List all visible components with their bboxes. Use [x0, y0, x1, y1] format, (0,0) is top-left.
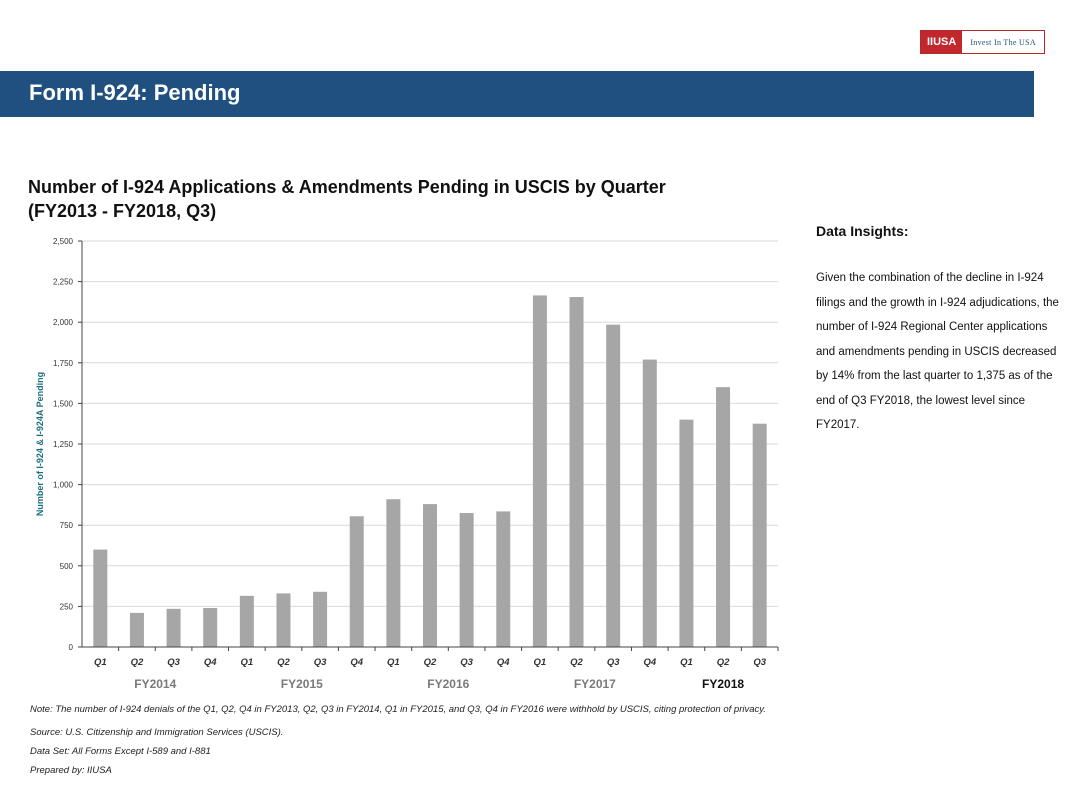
y-tick-label: 1,000: [53, 481, 74, 490]
x-tick-label: Q1: [387, 657, 400, 668]
x-tick-label: Q4: [643, 657, 656, 668]
page-title: Form I-924: Pending: [29, 80, 241, 105]
y-tick-label: 1,750: [53, 359, 74, 368]
bar: [386, 499, 401, 647]
logo-mark: IIUSA: [921, 31, 963, 53]
insights-title: Data Insights:: [816, 223, 909, 239]
bar: [276, 593, 291, 647]
x-tick-label: Q3: [607, 657, 620, 668]
bar: [203, 608, 218, 647]
fiscal-year-label: FY2014: [134, 677, 176, 691]
footnote-prepared: Prepared by: IIUSA: [30, 765, 112, 776]
x-tick-label: Q2: [277, 657, 290, 668]
bar: [313, 591, 328, 647]
y-tick-label: 1,500: [53, 399, 74, 408]
x-tick-label: Q2: [131, 657, 144, 668]
bar: [642, 359, 657, 647]
bar: [93, 549, 108, 647]
x-tick-label: Q3: [167, 657, 180, 668]
fiscal-year-label: FY2015: [281, 677, 323, 691]
bar: [459, 513, 474, 647]
title-banner: Form I-924: Pending: [0, 71, 1034, 117]
x-tick-label: Q4: [350, 657, 363, 668]
fiscal-year-label: FY2017: [574, 677, 616, 691]
bar: [423, 504, 437, 647]
pending-bar-chart: 0 250 500 750 1,000 1,250 1,500 1,750 2,000 2,250…: [35, 237, 779, 691]
bar: [679, 419, 694, 647]
x-tick-label: Q2: [717, 657, 730, 668]
bar: [532, 295, 547, 647]
iiusa-logo: IIUSA Invest In The USA: [920, 30, 1045, 54]
bar: [569, 297, 584, 647]
y-axis-title: Number of I-924 & I-924A Pending: [35, 372, 45, 516]
y-tick-label: 1,250: [53, 440, 74, 449]
y-tick-label: 2,000: [53, 318, 74, 327]
x-tick-label: Q2: [570, 657, 583, 668]
chart-title-line-2: (FY2013 - FY2018, Q3): [28, 201, 217, 221]
footnote-source: Source: U.S. Citizenship and Immigration…: [30, 727, 284, 738]
axes: [78, 240, 779, 651]
bar: [496, 511, 511, 647]
bar: [129, 612, 144, 647]
tick-labels: 0 250 500 750 1,000 1,250 1,500 1,750 2,000 2,250…: [35, 237, 767, 691]
x-tick-label: Q3: [753, 657, 766, 668]
bar: [166, 608, 181, 647]
x-tick-label: Q1: [94, 657, 107, 668]
x-tick-label: Q3: [460, 657, 473, 668]
gridlines: [82, 240, 778, 607]
x-tick-label: Q1: [680, 657, 693, 668]
y-tick-label: 0: [69, 643, 74, 652]
y-tick-label: 750: [60, 521, 74, 530]
bar: [752, 423, 767, 647]
x-tick-label: Q4: [204, 657, 217, 668]
x-tick-label: Q3: [314, 657, 327, 668]
x-tick-label: Q1: [534, 657, 547, 668]
fiscal-year-label: FY2018: [702, 677, 744, 691]
bar: [239, 595, 254, 647]
bar: [349, 516, 364, 647]
y-tick-label: 500: [60, 562, 74, 571]
x-tick-label: Q4: [497, 657, 510, 668]
logo-tagline: Invest In The USA: [962, 31, 1044, 53]
footnote-dataset: Data Set: All Forms Except I-589 and I-8…: [30, 746, 211, 757]
footnote-note: Note: The number of I-924 denials of the…: [30, 704, 766, 715]
insights-text: Given the combination of the decline in …: [816, 272, 1059, 431]
x-tick-label: Q1: [240, 657, 253, 668]
bar: [716, 387, 731, 647]
y-tick-label: 2,500: [53, 237, 74, 246]
bars: [93, 295, 767, 647]
x-tick-label: Q2: [424, 657, 437, 668]
y-tick-label: 2,250: [53, 278, 74, 287]
chart-title-line-1: Number of I-924 Applications & Amendment…: [28, 177, 666, 197]
bar: [606, 324, 621, 647]
y-tick-label: 250: [60, 602, 74, 611]
fiscal-year-label: FY2016: [427, 677, 469, 691]
chart-title: Number of I-924 Applications & Amendment…: [28, 175, 768, 223]
